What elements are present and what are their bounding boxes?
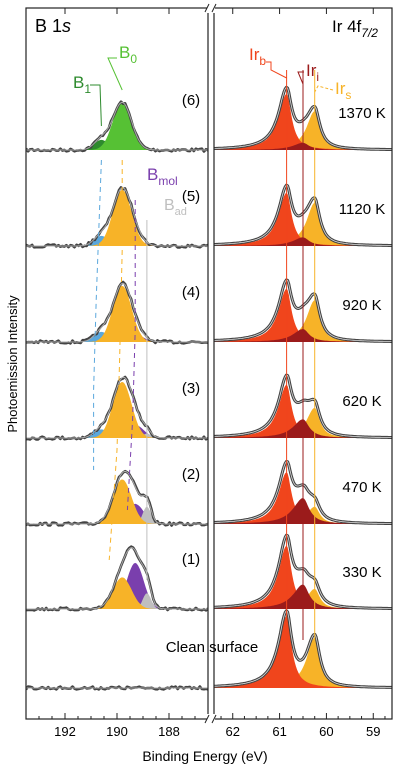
iridium-x-tick-label: 59	[366, 724, 380, 739]
axis-break-mask	[207, 714, 215, 724]
spectrum-temperature-label: 920 K	[342, 297, 381, 314]
boron-label-leader	[90, 84, 102, 127]
boron-fit-5	[26, 547, 208, 610]
chart-overlay: 192 190 188 62 61 60 59 (6) 1370 K (5) 1120 K (4) 92…	[25, 3, 393, 739]
boron-x-tick-label: 190	[106, 724, 128, 739]
boron-component-b0	[26, 286, 208, 342]
boron-fit-1	[26, 187, 208, 247]
boron-component-b0	[26, 577, 208, 609]
axis-break-mark	[204, 714, 217, 724]
iridium-title-main: Ir 4f	[332, 17, 362, 36]
boron-fit-3	[26, 376, 208, 439]
peak-label-irb: Irb	[249, 45, 266, 68]
axis-break-mark	[204, 3, 217, 13]
spectrum-index-label: (1)	[182, 551, 200, 568]
boron-guide-line	[93, 159, 102, 470]
spectrum-index-label: (6)	[182, 92, 200, 109]
axis-break-mask	[207, 3, 215, 13]
boron-fit-0	[26, 101, 208, 151]
iridium-component-ir-s	[214, 637, 392, 688]
spectrum-index-label: (3)	[182, 380, 200, 397]
spectrum-temperature-label: 330 K	[342, 564, 381, 581]
boron-component-b0	[26, 382, 208, 438]
peak-label-bad: Bad	[164, 197, 187, 218]
boron-title-italic: s	[62, 16, 71, 36]
iridium-label-leader	[297, 71, 304, 85]
iridium-x-tick-label: 62	[226, 724, 240, 739]
boron-guide-line	[108, 160, 123, 561]
y-axis-label: Photoemission Intensity	[5, 295, 20, 433]
iridium-title-sub: 7/2	[361, 26, 378, 40]
iridium-x-tick-label: 61	[272, 724, 286, 739]
boron-label-leader	[107, 57, 123, 91]
iridium-fit-6	[214, 610, 392, 688]
spectrum-temperature-label: 620 K	[342, 393, 381, 410]
boron-title-main: B 1	[35, 16, 62, 36]
boron-fit-4	[26, 470, 208, 525]
peak-label-irs: Irs	[335, 79, 351, 102]
peak-label-bmol: Bmol	[147, 165, 178, 188]
spectrum-temperature-label: Clean surface	[166, 639, 259, 656]
boron-fit-2	[26, 282, 208, 343]
spectrum-index-label: (2)	[182, 466, 200, 483]
boron-component-b0	[26, 102, 208, 150]
peak-label-b1: B1	[73, 73, 91, 96]
boron-panel-title: B 1s	[35, 16, 71, 36]
iridium-panel-title: Ir 4f7/2	[332, 17, 378, 40]
peak-label-b0: B0	[119, 43, 137, 66]
boron-component-b0	[26, 190, 208, 246]
boron-component-b0	[26, 479, 208, 524]
boron-x-tick-label: 188	[158, 724, 180, 739]
iridium-label-leader	[314, 85, 334, 93]
boron-guide-line	[126, 200, 136, 511]
spectrum-temperature-label: 1370 K	[338, 105, 386, 122]
spectrum-index-label: (5)	[182, 188, 200, 205]
spectrum-index-label: (4)	[182, 284, 200, 301]
boron-panel	[26, 100, 208, 691]
iridium-label-leader	[266, 61, 287, 79]
spectrum-temperature-label: 470 K	[342, 479, 381, 496]
boron-x-tick-label: 192	[54, 724, 76, 739]
x-axis-label: Binding Energy (eV)	[142, 748, 267, 764]
peak-label-iri: Iri	[306, 61, 319, 84]
iridium-x-tick-label: 60	[319, 724, 333, 739]
spectrum-temperature-label: 1120 K	[339, 201, 385, 218]
